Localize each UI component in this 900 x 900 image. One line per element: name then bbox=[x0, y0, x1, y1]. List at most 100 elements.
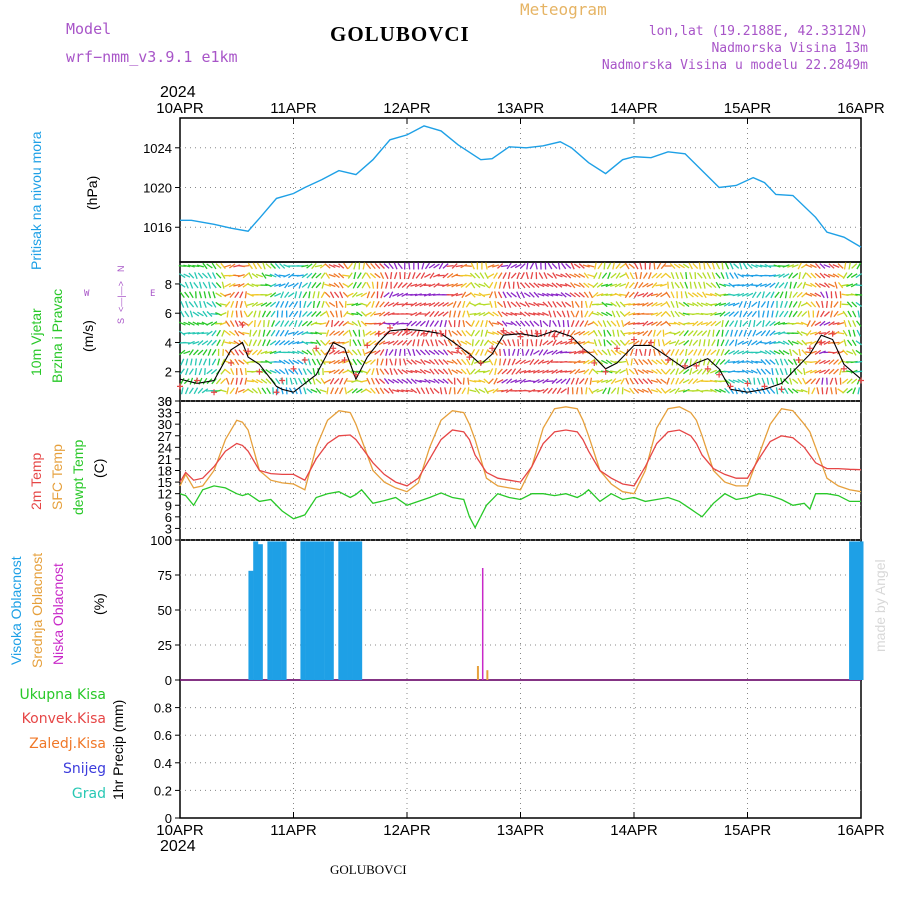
wind-arrow bbox=[857, 387, 861, 395]
wind-arrow bbox=[551, 349, 558, 356]
wind-arrow bbox=[246, 302, 254, 307]
wind-arrow bbox=[689, 358, 692, 366]
wind-arrow bbox=[371, 300, 375, 308]
wind-arrow bbox=[478, 311, 486, 317]
wind-arrow bbox=[601, 311, 608, 317]
wind-arrow bbox=[324, 378, 331, 384]
wind-arrow bbox=[405, 312, 413, 316]
wind-arrow bbox=[714, 320, 722, 327]
wind-arrow bbox=[480, 348, 484, 356]
wind-arrow bbox=[543, 329, 548, 337]
wind-arrow bbox=[578, 273, 586, 278]
wind-arrow bbox=[533, 378, 540, 384]
x-tick-label-top: 14APR bbox=[610, 100, 658, 117]
wind-arrow bbox=[465, 330, 472, 337]
precip-legend-snow: Snijeg bbox=[62, 761, 106, 777]
wind-arrow bbox=[284, 300, 289, 308]
wind-y-tick-label: 0 bbox=[165, 394, 172, 409]
wind-arrow bbox=[546, 370, 554, 374]
model-elevation-text: Nadmorska Visina u modelu 22.2849m bbox=[601, 58, 868, 73]
wind-arrow bbox=[420, 272, 426, 279]
wind-arrow bbox=[187, 321, 195, 326]
wind-arrow bbox=[541, 283, 549, 288]
wind-arrow bbox=[397, 282, 403, 289]
wind-arrow bbox=[461, 291, 467, 299]
wind-arrow bbox=[810, 320, 816, 327]
wind-arrow bbox=[648, 348, 652, 356]
wind-arrow bbox=[255, 273, 263, 278]
wind-arrow bbox=[852, 320, 857, 328]
wind-arrow bbox=[570, 282, 576, 289]
x-tick-label-bottom: 14APR bbox=[610, 822, 658, 839]
wind-arrow bbox=[606, 320, 612, 327]
wind-arrow bbox=[274, 283, 282, 287]
wind-arrow bbox=[529, 348, 534, 356]
wind-arrow bbox=[564, 292, 572, 298]
wind-arrow bbox=[823, 311, 830, 317]
wind-arrow bbox=[192, 311, 200, 317]
wind-arrow bbox=[519, 263, 526, 269]
wind-arrow bbox=[619, 301, 626, 308]
wind-arrow bbox=[797, 310, 803, 318]
wind-arrow bbox=[655, 292, 663, 298]
cloud-bar bbox=[319, 541, 325, 680]
wind-arrow bbox=[809, 331, 817, 335]
wind-arrow bbox=[392, 292, 400, 297]
wind-arrow bbox=[564, 370, 572, 373]
wind-arrow bbox=[410, 311, 418, 317]
wind-arrow bbox=[560, 273, 568, 278]
wind-arrow bbox=[211, 339, 217, 346]
wind-gust-marker bbox=[438, 330, 445, 337]
wind-arrow bbox=[252, 329, 258, 337]
wind-arrow bbox=[570, 310, 575, 318]
wind-gust-marker bbox=[806, 345, 813, 352]
wind-arrow bbox=[611, 310, 616, 318]
wind-arrow bbox=[682, 263, 690, 269]
lonlat-text: lon,lat (19.2188E, 42.3312N) bbox=[648, 24, 868, 39]
wind-arrow bbox=[460, 349, 467, 356]
wind-arrow bbox=[465, 340, 472, 346]
wind-arrow bbox=[233, 340, 241, 346]
wind-arrow bbox=[537, 312, 545, 316]
cloud-bar bbox=[338, 541, 344, 680]
wind-arrow bbox=[308, 291, 311, 299]
wind-arrow bbox=[656, 378, 662, 385]
wind-arrow bbox=[709, 292, 717, 297]
wind-arrow bbox=[324, 291, 331, 298]
wind-arrow bbox=[275, 377, 281, 385]
wind-arrow bbox=[837, 388, 844, 394]
wind-arrow bbox=[621, 320, 625, 328]
wind-arrow bbox=[470, 320, 475, 328]
wind-arrow bbox=[857, 310, 860, 318]
wind-arrow bbox=[669, 341, 677, 345]
wind-arrow bbox=[184, 291, 190, 298]
wind-arrow bbox=[494, 368, 497, 376]
wind-arrow bbox=[374, 262, 381, 270]
wind-arrow bbox=[669, 368, 676, 375]
wind-arrow bbox=[333, 320, 340, 327]
wind-arrow bbox=[520, 282, 526, 289]
wind-arrow bbox=[548, 329, 552, 337]
wind-arrow bbox=[664, 388, 672, 394]
wind-arrow bbox=[303, 300, 307, 308]
wind-arrow bbox=[665, 349, 671, 356]
wind-arrow bbox=[832, 330, 840, 336]
x-tick-label-bottom: 16APR bbox=[837, 822, 885, 839]
x-tick-label-top: 13APR bbox=[497, 100, 545, 117]
wind-arrow bbox=[505, 322, 513, 326]
wind-arrow bbox=[856, 329, 861, 337]
wind-arrow bbox=[751, 301, 758, 308]
wind-arrow bbox=[821, 377, 824, 385]
wind-arrow bbox=[373, 312, 382, 316]
wind-arrow bbox=[679, 349, 685, 356]
wind-arrow bbox=[288, 368, 295, 375]
wind-arrow bbox=[537, 359, 545, 365]
wind-gust-marker bbox=[761, 383, 768, 390]
wind-arrow bbox=[689, 368, 693, 376]
wind-arrow bbox=[301, 282, 308, 288]
wind-arrow bbox=[312, 300, 315, 308]
wind-arrow bbox=[734, 339, 738, 347]
wind-arrow bbox=[470, 358, 475, 366]
wind-arrow bbox=[679, 272, 684, 280]
wind-arrow bbox=[537, 379, 545, 384]
